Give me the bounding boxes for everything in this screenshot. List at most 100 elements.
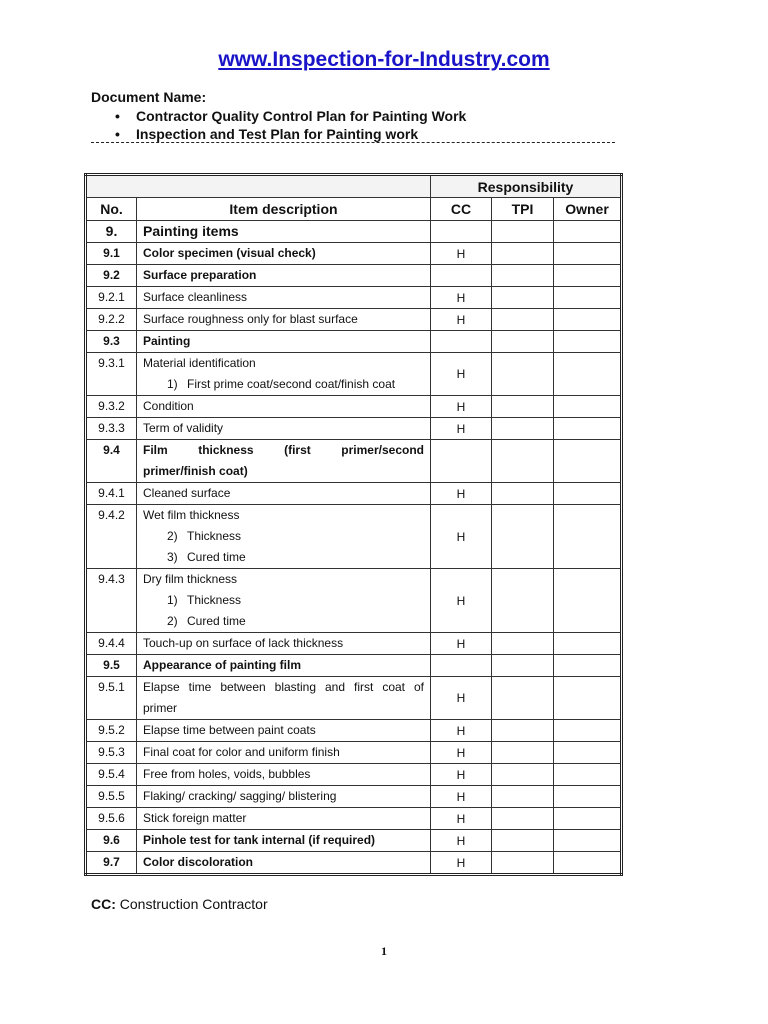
tpi-responsibility xyxy=(491,482,554,505)
owner-responsibility xyxy=(553,242,622,265)
owner-responsibility xyxy=(553,807,622,830)
owner-responsibility xyxy=(553,264,622,287)
cc-responsibility: H xyxy=(430,632,492,655)
owner-responsibility xyxy=(553,504,622,569)
tpi-responsibility xyxy=(491,807,554,830)
cc-responsibility: H xyxy=(430,286,492,309)
sub-item-text: Thickness xyxy=(187,529,242,543)
row-number: 9.4 xyxy=(85,439,137,483)
document-name-item: • Inspection and Test Plan for Painting w… xyxy=(115,126,419,142)
owner-responsibility xyxy=(553,417,622,440)
cc-responsibility: H xyxy=(430,395,492,418)
row-number: 9.5.6 xyxy=(85,807,137,830)
cc-responsibility: H xyxy=(430,352,492,396)
row-number: 9.5 xyxy=(85,654,137,677)
separator-line xyxy=(91,142,615,143)
tpi-responsibility xyxy=(491,568,554,633)
tpi-responsibility xyxy=(491,632,554,655)
tpi-responsibility xyxy=(491,763,554,786)
tpi-responsibility xyxy=(491,829,554,852)
row-number: 9.2.1 xyxy=(85,286,137,309)
table-row: 9.2.2 Surface roughness only for blast su… xyxy=(85,308,622,331)
owner-responsibility xyxy=(553,220,622,243)
cc-responsibility: H xyxy=(430,482,492,505)
row-number: 9.6 xyxy=(85,829,137,852)
description-line: Term of validity xyxy=(143,421,224,435)
description-line: Color specimen (visual check) xyxy=(143,246,316,260)
cc-responsibility: H xyxy=(430,741,492,764)
sub-item-text: First prime coat/second coat/finish coat xyxy=(187,377,396,391)
description-line: Stick foreign matter xyxy=(143,811,247,825)
item-description: Color discoloration xyxy=(136,851,431,875)
item-description: Surface cleanliness xyxy=(136,286,431,309)
table-row: 9.3 Painting xyxy=(85,330,622,353)
table-row: 9.5.2 Elapse time between paint coats H xyxy=(85,719,622,742)
owner-responsibility xyxy=(553,439,622,483)
tpi-responsibility xyxy=(491,242,554,265)
cc-responsibility: H xyxy=(430,308,492,331)
table-row: 9.4.2 Wet film thickness 2) Thickness 3) Cure… xyxy=(85,504,622,569)
column-header-cc: CC xyxy=(430,197,492,221)
footnote: CC: Construction Contractor xyxy=(91,896,268,912)
cc-responsibility xyxy=(430,220,492,243)
description-line: Color discoloration xyxy=(143,855,254,869)
description-line: Pinhole test for tank internal (if requi… xyxy=(143,833,376,847)
item-description: Painting xyxy=(136,330,431,353)
cc-responsibility: H xyxy=(430,719,492,742)
cc-responsibility xyxy=(430,439,492,483)
table-row: 9.2 Surface preparation xyxy=(85,264,622,287)
tpi-responsibility xyxy=(491,395,554,418)
description-line: Dry film thickness xyxy=(143,572,238,586)
column-header-tpi: TPI xyxy=(491,197,554,221)
tpi-responsibility xyxy=(491,654,554,677)
item-description: Touch-up on surface of lack thickness xyxy=(136,632,431,655)
description-line: Elapse time between paint coats xyxy=(143,723,316,737)
table-row: 9.4 Film thickness (first primer/second pr… xyxy=(85,439,622,483)
owner-responsibility xyxy=(553,719,622,742)
row-number: 9.1 xyxy=(85,242,137,265)
sub-item: 2) Cured time xyxy=(143,611,424,632)
owner-responsibility xyxy=(553,851,622,875)
description-line: Surface cleanliness xyxy=(143,290,248,304)
column-header-description: Item description xyxy=(136,197,431,221)
description-line: Material identification xyxy=(143,356,256,370)
page-number: 1 xyxy=(381,944,387,958)
owner-responsibility xyxy=(553,676,622,720)
column-header-no: No. xyxy=(85,197,137,221)
item-description: Material identification 1) First prime coa… xyxy=(136,352,431,396)
cc-responsibility: H xyxy=(430,568,492,633)
table-row: 9.3.1 Material identification 1) First prim… xyxy=(85,352,622,396)
tpi-responsibility xyxy=(491,264,554,287)
owner-responsibility xyxy=(553,482,622,505)
tpi-responsibility xyxy=(491,439,554,483)
row-number: 9.3.3 xyxy=(85,417,137,440)
site-link[interactable]: www.Inspection-for-Industry.com xyxy=(218,48,550,71)
item-description: Elapse time between paint coats xyxy=(136,719,431,742)
owner-responsibility xyxy=(553,632,622,655)
item-description: Cleaned surface xyxy=(136,482,431,505)
description-line: Touch-up on surface of lack thickness xyxy=(143,636,344,650)
row-number: 9.3 xyxy=(85,330,137,353)
table-row: 9.6 Pinhole test for tank internal (if re… xyxy=(85,829,622,852)
table-row: 9.4.4 Touch-up on surface of lack thickne… xyxy=(85,632,622,655)
cc-responsibility xyxy=(430,654,492,677)
cc-responsibility: H xyxy=(430,785,492,808)
table-row: 9.5.1 Elapse time between blasting and fi… xyxy=(85,676,622,720)
row-number: 9.5.1 xyxy=(85,676,137,720)
owner-responsibility xyxy=(553,568,622,633)
item-description: Surface roughness only for blast surface xyxy=(136,308,431,331)
cc-responsibility: H xyxy=(430,504,492,569)
table-row: 9.7 Color discoloration H xyxy=(85,851,622,875)
owner-responsibility xyxy=(553,763,622,786)
description-line: Wet film thickness xyxy=(143,508,240,522)
sub-item-number: 3) xyxy=(167,550,178,564)
description-line: Surface roughness only for blast surface xyxy=(143,312,358,326)
table-row: 9.3.3 Term of validity H xyxy=(85,417,622,440)
owner-responsibility xyxy=(553,330,622,353)
row-number: 9.5.5 xyxy=(85,785,137,808)
sub-item: 3) Cured time xyxy=(143,547,424,568)
table-row: 9.5.6 Stick foreign matter H xyxy=(85,807,622,830)
row-number: 9.5.2 xyxy=(85,719,137,742)
responsibility-header: Responsibility xyxy=(430,174,622,198)
column-header-row: No. Item description CC TPI Owner xyxy=(85,197,622,221)
